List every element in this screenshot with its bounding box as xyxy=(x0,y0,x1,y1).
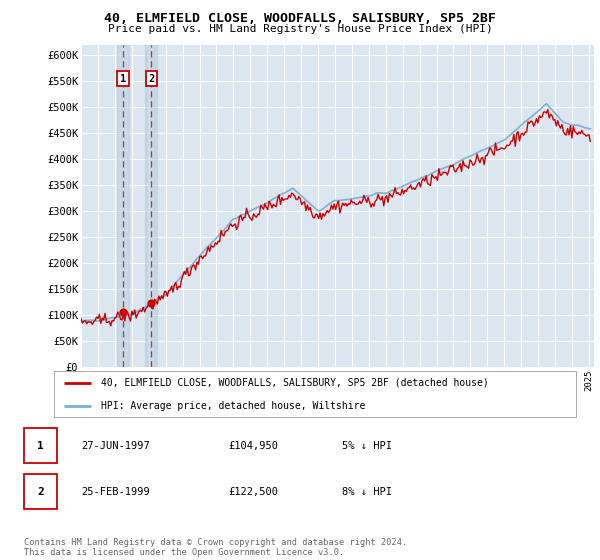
Point xyxy=(146,298,156,307)
Text: 1: 1 xyxy=(37,441,44,451)
Text: 1: 1 xyxy=(120,73,126,83)
Bar xyxy=(117,45,129,367)
Text: 40, ELMFIELD CLOSE, WOODFALLS, SALISBURY, SP5 2BF (detached house): 40, ELMFIELD CLOSE, WOODFALLS, SALISBURY… xyxy=(101,378,489,388)
Bar xyxy=(145,45,157,367)
Point xyxy=(118,308,128,317)
Text: Contains HM Land Registry data © Crown copyright and database right 2024.
This d: Contains HM Land Registry data © Crown c… xyxy=(24,538,407,557)
Text: 40, ELMFIELD CLOSE, WOODFALLS, SALISBURY, SP5 2BF: 40, ELMFIELD CLOSE, WOODFALLS, SALISBURY… xyxy=(104,12,496,25)
Text: 25-FEB-1999: 25-FEB-1999 xyxy=(81,487,150,497)
Text: 5% ↓ HPI: 5% ↓ HPI xyxy=(342,441,392,451)
Text: 2: 2 xyxy=(148,73,154,83)
Text: 27-JUN-1997: 27-JUN-1997 xyxy=(81,441,150,451)
Text: 8% ↓ HPI: 8% ↓ HPI xyxy=(342,487,392,497)
Text: 2: 2 xyxy=(37,487,44,497)
Text: £122,500: £122,500 xyxy=(228,487,278,497)
Text: £104,950: £104,950 xyxy=(228,441,278,451)
Text: HPI: Average price, detached house, Wiltshire: HPI: Average price, detached house, Wilt… xyxy=(101,401,365,410)
Text: Price paid vs. HM Land Registry's House Price Index (HPI): Price paid vs. HM Land Registry's House … xyxy=(107,24,493,34)
